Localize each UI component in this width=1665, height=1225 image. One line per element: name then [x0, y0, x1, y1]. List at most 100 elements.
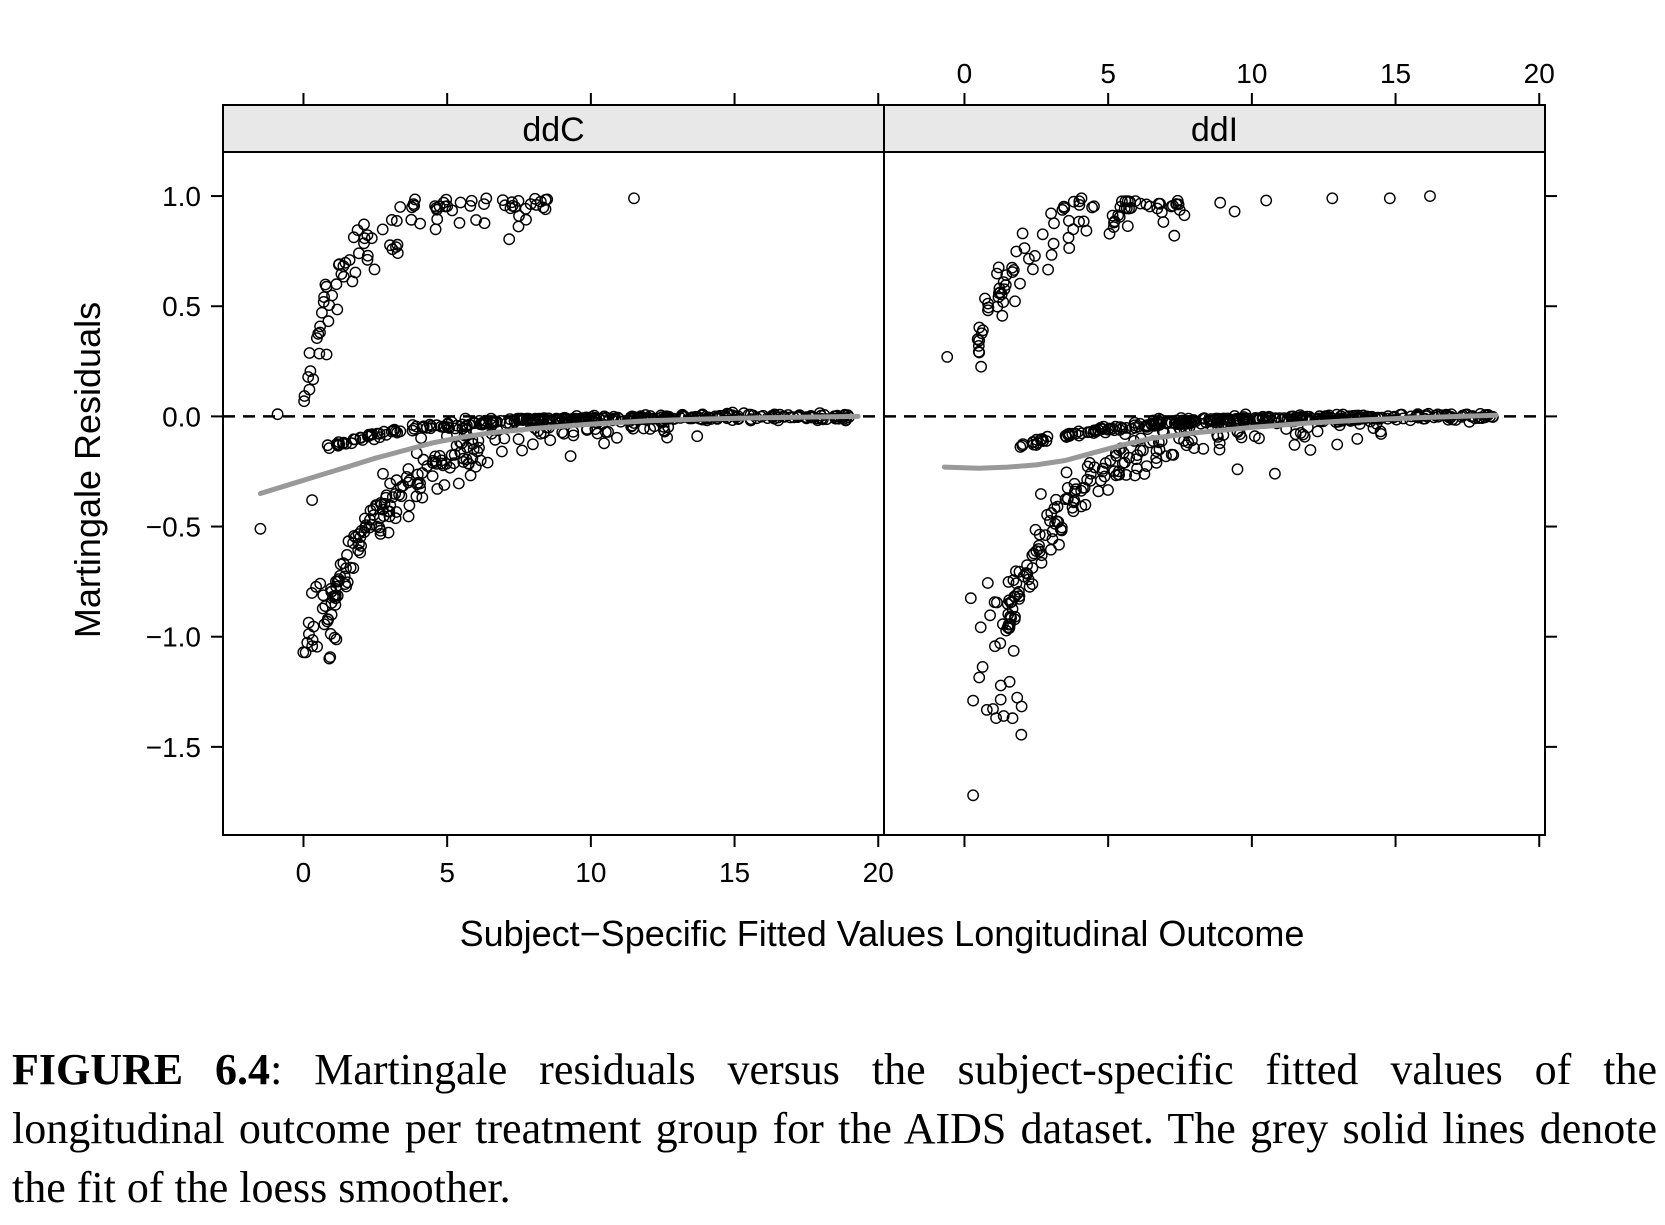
data-point — [975, 327, 988, 340]
data-point — [544, 434, 557, 447]
data-point — [417, 421, 430, 434]
data-point — [1011, 588, 1024, 600]
data-point — [496, 194, 509, 207]
y-tick-label: −0.5 — [146, 512, 201, 543]
data-point — [1383, 192, 1396, 205]
data-point — [1233, 413, 1246, 426]
data-point — [628, 192, 640, 205]
data-point — [1150, 445, 1163, 458]
data-point — [997, 618, 1009, 631]
data-point — [1062, 231, 1075, 244]
data-point — [307, 373, 320, 386]
data-point — [1068, 494, 1081, 507]
data-point — [271, 408, 284, 421]
data-point — [974, 621, 987, 634]
figure-caption: FIGURE 6.4: Martingale residuals versus … — [12, 1040, 1657, 1217]
data-point — [390, 214, 403, 227]
data-point — [437, 196, 450, 209]
data-point — [320, 348, 333, 361]
data-point — [1029, 523, 1042, 536]
data-point — [1180, 439, 1193, 452]
data-point — [1134, 444, 1147, 457]
data-point — [1035, 556, 1048, 569]
data-point — [332, 258, 345, 271]
data-point — [1099, 426, 1112, 439]
data-point — [1002, 622, 1015, 635]
data-point — [973, 334, 986, 347]
data-point — [452, 477, 465, 490]
data-point — [1045, 207, 1058, 220]
x-tick-label-top: 0 — [957, 58, 973, 89]
data-point — [1062, 428, 1074, 441]
data-point — [506, 199, 519, 212]
data-point — [352, 247, 365, 260]
data-point — [431, 482, 444, 495]
caption-text: : Martingale residuals versus the subjec… — [12, 1045, 1658, 1212]
data-point — [982, 301, 995, 314]
data-point — [1092, 485, 1105, 498]
data-point — [1066, 427, 1079, 440]
data-point — [329, 592, 342, 605]
data-point — [1015, 728, 1028, 741]
data-point — [1036, 228, 1049, 241]
data-point — [980, 704, 993, 716]
data-point — [691, 430, 704, 443]
data-point — [1253, 412, 1266, 425]
data-point — [1000, 269, 1013, 281]
data-point — [1014, 440, 1027, 453]
data-point — [1073, 195, 1086, 208]
data-point — [453, 216, 466, 229]
data-point — [341, 549, 353, 561]
data-point — [1138, 468, 1151, 480]
data-point — [351, 224, 364, 237]
data-point — [1214, 196, 1227, 209]
data-point — [330, 278, 343, 291]
data-point — [1167, 448, 1180, 461]
data-point — [1210, 412, 1223, 425]
data-point — [1219, 412, 1231, 425]
data-point — [1006, 266, 1019, 278]
data-point — [319, 278, 332, 291]
data-point — [1097, 462, 1109, 475]
data-point — [1006, 261, 1018, 274]
data-point — [314, 320, 326, 333]
data-point — [991, 267, 1003, 280]
data-point — [373, 427, 386, 440]
data-point — [1054, 523, 1067, 536]
data-point — [1112, 209, 1125, 222]
data-point — [994, 679, 1007, 692]
loess-smoother — [941, 412, 1499, 471]
data-point — [1009, 295, 1021, 308]
data-point — [1002, 576, 1015, 588]
x-tick-label-top: 10 — [1236, 58, 1267, 89]
data-point — [314, 577, 327, 590]
data-point — [340, 562, 352, 575]
data-point — [1009, 590, 1021, 603]
data-point — [1311, 425, 1324, 438]
data-point — [423, 418, 436, 431]
data-point — [1228, 205, 1241, 218]
data-point — [1035, 488, 1047, 500]
data-point — [406, 201, 418, 214]
data-point — [1152, 412, 1165, 425]
data-point — [438, 479, 451, 491]
data-point — [376, 223, 389, 236]
data-point — [467, 443, 480, 456]
data-point — [429, 223, 442, 236]
x-tick-label: 20 — [863, 857, 894, 888]
data-point — [314, 326, 326, 339]
data-point — [1099, 457, 1112, 469]
data-point — [358, 218, 370, 231]
data-point — [487, 416, 500, 428]
data-point — [1051, 500, 1064, 513]
data-point — [363, 521, 376, 534]
strip-label: ddI — [1191, 111, 1238, 149]
data-point — [1069, 427, 1082, 440]
data-point — [429, 450, 442, 463]
data-point — [347, 562, 360, 574]
data-point — [1304, 444, 1317, 456]
data-point — [1046, 525, 1059, 538]
y-axis-label: Martingale Residuals — [67, 302, 108, 638]
data-point — [359, 521, 372, 534]
